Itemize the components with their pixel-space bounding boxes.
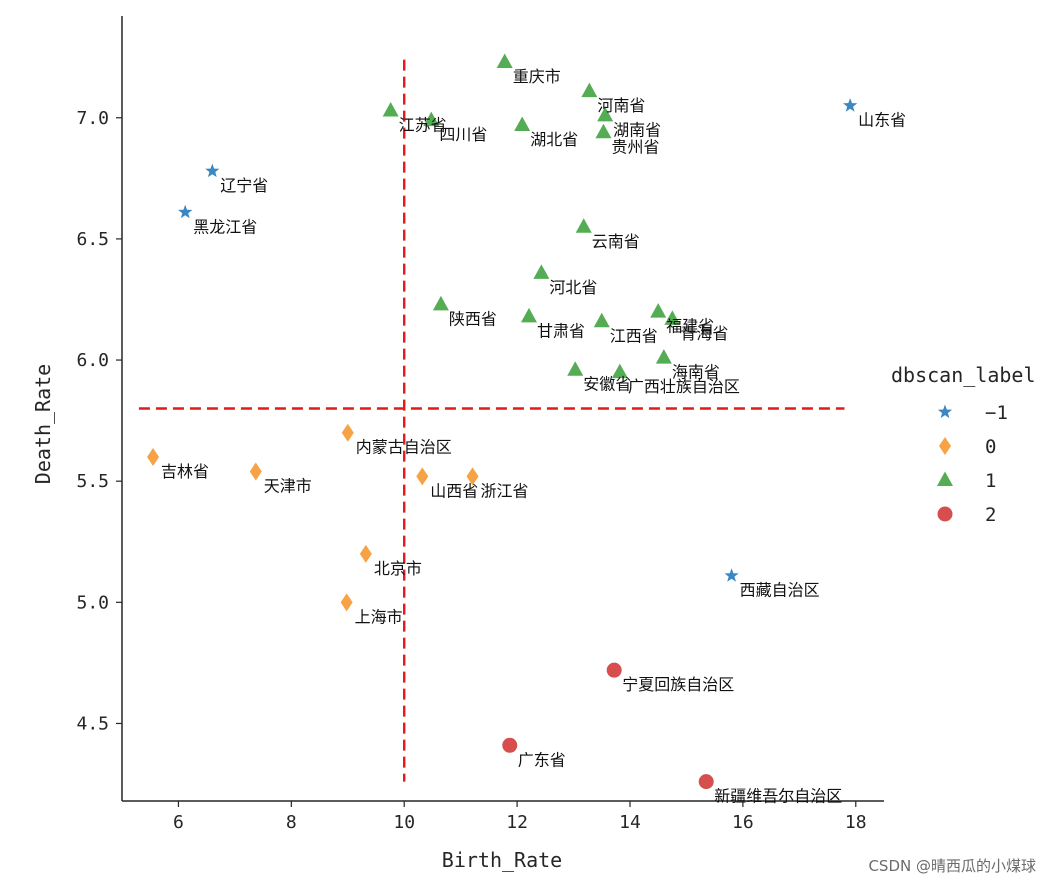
data-point [664,310,681,325]
data-point [593,312,610,328]
x-tick-label: 8 [286,812,297,833]
data-point [595,123,612,139]
point-label: 福建省 [666,317,714,336]
data-point [533,264,550,279]
data-point [575,218,592,233]
data-point [698,774,714,790]
data-point [496,53,513,69]
data-point [340,593,353,612]
data-point [147,447,160,466]
point-label: 辽宁省 [220,176,268,195]
legend-title: dbscan_label [891,363,1036,387]
point-label: 湖北省 [530,130,578,149]
data-point [416,467,429,486]
point-label: 江苏省 [399,115,447,134]
data-point [423,111,440,127]
point-label: 陕西省 [449,309,497,328]
point-label: 新疆维吾尔自治区 [714,787,842,806]
data-points [147,53,858,790]
point-label: 贵州省 [611,137,659,156]
point-label: 山西省 [430,481,478,500]
data-point [597,106,614,122]
x-axis-title: Birth_Rate [442,848,562,872]
point-label: 江西省 [610,326,658,345]
legend-label: 0 [985,436,996,458]
legend: dbscan_label −1 0 1 2 [891,363,1036,526]
axes [121,16,884,802]
point-label: 浙江省 [481,481,529,500]
point-label: 北京市 [374,559,422,578]
point-label: 青海省 [680,324,728,343]
point-label: 河北省 [549,278,597,297]
point-label: 内蒙古自治区 [356,438,452,457]
data-point [567,361,584,376]
y-tick-label: 6.5 [76,229,109,250]
data-point [520,307,537,323]
point-label: 广东省 [518,750,566,769]
x-tick-label: 16 [732,812,754,833]
data-point [382,101,399,117]
y-axis-title: Death_Rate [31,364,55,484]
point-label: 河南省 [597,96,645,115]
point-label: 吉林省 [161,462,209,481]
legend-marker [937,404,953,419]
legend-marker [937,506,953,522]
data-point [359,544,372,563]
y-tick-label: 5.0 [76,592,109,613]
watermark: CSDN @晴西瓜的小煤球 [868,857,1036,875]
x-tick-label: 6 [173,812,184,833]
y-tick-label: 4.5 [76,713,109,734]
legend-label: −1 [985,402,1008,424]
data-point [611,363,628,379]
x-tick-label: 14 [619,812,641,833]
point-label: 甘肃省 [537,321,585,340]
data-point [581,82,598,98]
data-point [724,568,739,582]
point-label: 安徽省 [583,375,631,394]
data-point [432,295,449,311]
point-label: 云南省 [592,232,640,251]
data-point [843,98,858,112]
y-tick-label: 6.0 [76,350,109,371]
reference-lines [138,59,845,782]
data-point [650,303,667,318]
point-label: 四川省 [439,125,487,144]
data-point [606,662,622,678]
y-tick-label: 7.0 [76,108,109,129]
data-point [466,467,479,486]
legend-marker [939,437,951,455]
x-tick-label: 18 [845,812,867,833]
ticks: 6 8 10 12 14 16 18 4.5 5.0 5.5 6.0 6.5 7.0 [76,108,866,833]
point-label: 上海市 [355,607,403,626]
point-label: 海南省 [672,363,720,382]
point-label: 黑龙江省 [193,217,257,236]
legend-label: 2 [985,504,996,526]
point-label: 宁夏回族自治区 [622,675,734,694]
point-label: 广西壮族自治区 [628,377,740,396]
point-label: 重庆市 [513,67,561,86]
data-point [178,204,193,219]
data-point [502,737,518,753]
x-tick-label: 10 [393,812,415,833]
legend-marker [937,471,953,486]
point-label: 西藏自治区 [740,581,820,600]
data-point [514,116,531,132]
data-point [205,163,220,178]
data-point [341,423,354,442]
data-point [655,349,672,364]
legend-label: 1 [985,470,996,492]
point-label: 湖南省 [613,120,661,139]
point-label: 天津市 [264,476,312,495]
x-tick-label: 12 [506,812,528,833]
y-tick-label: 5.5 [76,471,109,492]
point-label: 山东省 [858,111,906,130]
data-point [249,462,262,481]
